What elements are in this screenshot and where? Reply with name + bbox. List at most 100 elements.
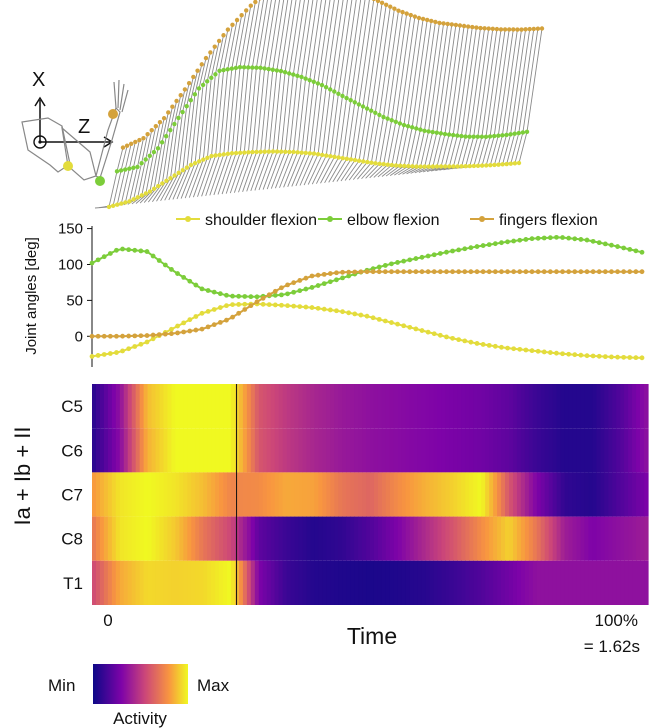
series-point — [401, 258, 407, 264]
trajectory-stick — [332, 0, 370, 183]
heatmap-cell — [620, 384, 625, 429]
trajectory-stick — [315, 0, 353, 184]
heatmap-cell — [588, 384, 593, 429]
trajectory-dot — [242, 150, 247, 155]
heatmap-cell — [520, 428, 526, 473]
heatmap-cell — [107, 472, 113, 517]
heatmap-cell — [211, 516, 216, 561]
trajectory-dot — [307, 77, 312, 83]
heatmap-cell — [322, 516, 327, 561]
trajectory-dot — [449, 22, 454, 27]
trajectory-dot — [437, 20, 442, 26]
y-tick-label: 150 — [58, 221, 83, 238]
x-axis-label: Time — [347, 623, 397, 649]
trajectory-dot — [471, 134, 476, 139]
heatmap-cell — [342, 472, 347, 517]
series-point — [395, 269, 400, 275]
heatmap-cell — [457, 516, 462, 561]
series-point — [492, 269, 498, 275]
series-point — [627, 355, 633, 360]
heatmap-cell — [207, 516, 212, 561]
heatmap-cell — [286, 472, 292, 517]
heatmap-cell — [238, 428, 244, 473]
series-point — [132, 344, 138, 349]
trajectory-stick — [385, 18, 424, 177]
trajectory-dot — [323, 85, 329, 90]
row-labels: C5 C6 C7 C8 T1 — [61, 397, 83, 593]
heatmap-cell — [612, 384, 617, 429]
heatmap-row-C5 — [92, 384, 649, 429]
heatmap-cell — [215, 516, 220, 561]
trajectory-dot — [371, 0, 376, 2]
heatmap-cell — [501, 472, 506, 517]
series-point — [126, 247, 132, 253]
series-point — [511, 269, 517, 275]
trajectory-dot — [471, 163, 477, 169]
series-point — [334, 308, 339, 314]
heatmap-cell — [548, 428, 554, 473]
heatmap-cell — [624, 560, 629, 605]
series-point — [590, 353, 596, 359]
heatmap-cell — [123, 384, 129, 429]
heatmap-cell — [139, 384, 145, 429]
trajectory-dot — [137, 137, 142, 143]
series-point — [205, 288, 211, 293]
series-point — [303, 286, 309, 292]
series-point — [89, 260, 95, 266]
heatmap-cell — [119, 384, 125, 429]
heatmap-cell — [95, 516, 101, 561]
heatmap-cell — [270, 560, 276, 605]
trajectory-dot — [498, 27, 504, 32]
heatmap-cell — [536, 428, 542, 473]
series-point — [462, 246, 468, 252]
heatmap-cell — [497, 384, 502, 429]
heatmap-cell — [246, 428, 252, 473]
heatmap-cell — [318, 428, 323, 473]
heatmap-cell — [330, 428, 335, 473]
heatmap-cell — [92, 384, 97, 429]
series-point — [297, 304, 303, 310]
series-point — [602, 354, 608, 360]
trajectory-dot — [389, 162, 395, 168]
trajectory-dot — [250, 65, 255, 70]
heatmap-cell — [421, 472, 427, 517]
heatmap-cell — [548, 516, 554, 561]
heatmap-cell — [576, 516, 582, 561]
trajectory-dot — [199, 62, 204, 67]
series-point — [578, 352, 584, 358]
trajectory-dot — [487, 134, 493, 139]
heatmap-cell — [425, 384, 431, 429]
series-point — [486, 269, 492, 275]
series-point — [572, 352, 578, 358]
series-point — [321, 281, 327, 287]
heatmap-cell — [445, 384, 451, 429]
series-line — [91, 236, 643, 298]
heatmap-cell — [187, 384, 192, 429]
heatmap-cell — [191, 516, 196, 561]
heatmap-cell — [131, 516, 137, 561]
series-point — [395, 260, 400, 265]
heatmap-cell — [421, 384, 427, 429]
heatmap-cell — [314, 516, 319, 561]
heatmap-cell — [536, 560, 542, 605]
trajectory-dot — [205, 79, 210, 84]
series-point — [535, 235, 541, 241]
series-point — [169, 267, 174, 272]
heatmap-cell — [453, 560, 458, 605]
series-point — [450, 248, 455, 254]
trajectory-dots — [106, 0, 545, 210]
trajectory-dot — [203, 55, 209, 61]
heatmap-cell — [266, 384, 272, 429]
trajectory-dot — [496, 133, 501, 138]
shoulder-joint-dot — [63, 161, 73, 171]
trajectory-dot — [426, 164, 431, 169]
heatmap-cell — [405, 472, 411, 517]
heatmap-cell — [135, 472, 141, 517]
heatmap-cell — [282, 560, 288, 605]
series-point — [492, 343, 498, 349]
series-point — [560, 235, 565, 240]
series-point — [107, 333, 113, 339]
heatmap-cell — [393, 560, 399, 605]
trajectory-dot — [229, 151, 235, 156]
